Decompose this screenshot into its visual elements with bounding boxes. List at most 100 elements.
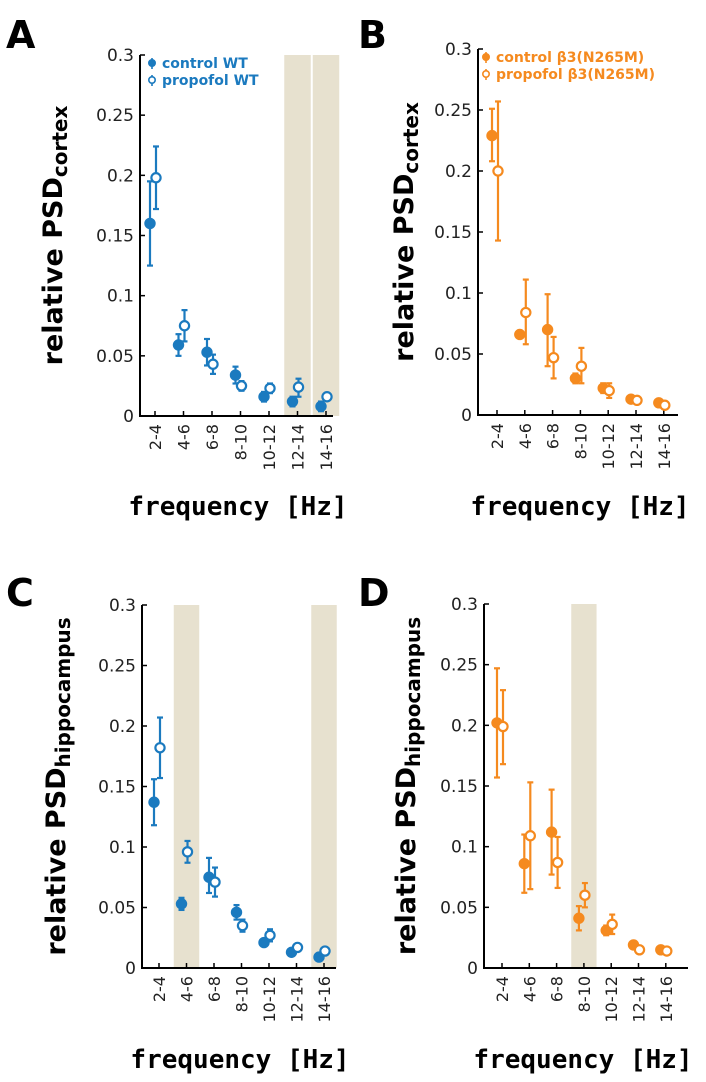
- open-data-point: [575, 360, 588, 372]
- x-tick-label: 4-6: [520, 976, 539, 1002]
- y-tick-label: 0.05: [440, 898, 478, 918]
- legend-marker: [148, 76, 157, 85]
- y-axis-label: relative PSDcortex: [389, 102, 423, 362]
- x-tick-label: 8-10: [575, 976, 594, 1012]
- x-tick-label: 4-6: [178, 976, 197, 1002]
- y-tick-label: 0.15: [98, 778, 136, 798]
- filled-data-point: [201, 346, 213, 358]
- open-data-point: [150, 172, 162, 184]
- legend-entry: control β3(N265M): [496, 50, 644, 66]
- filled-data-point: [258, 391, 270, 403]
- x-tick-label: 6-8: [544, 423, 563, 449]
- panel-letter: B: [358, 13, 387, 57]
- open-data-point: [492, 165, 504, 177]
- y-tick-label: 0.1: [107, 287, 134, 307]
- legend-entry: propofol WT: [162, 73, 259, 89]
- open-data-point: [321, 391, 333, 403]
- filled-data-point: [514, 328, 526, 341]
- filled-data-point: [229, 369, 242, 381]
- filled-data-point: [148, 796, 160, 808]
- x-tick-label: 12-14: [627, 423, 646, 470]
- y-tick-label: 0.2: [451, 716, 478, 736]
- y-tick-label: 0.25: [98, 657, 136, 677]
- open-data-point: [264, 929, 276, 942]
- shaded-band-14-16: [311, 605, 337, 968]
- y-tick-label: 0.1: [109, 838, 136, 858]
- x-tick-label: 2-4: [150, 976, 169, 1002]
- open-data-point: [603, 384, 615, 397]
- open-data-point: [661, 945, 673, 957]
- x-tick-label: 12-14: [288, 976, 307, 1023]
- open-data-point: [292, 381, 305, 393]
- open-data-point: [291, 941, 304, 954]
- open-data-point: [497, 720, 509, 733]
- filled-data-point: [286, 395, 299, 408]
- x-tick-label: 10-12: [260, 424, 279, 471]
- filled-data-point: [541, 323, 554, 336]
- y-tick-label: 0.2: [107, 166, 134, 186]
- open-data-point: [633, 944, 646, 956]
- legend-entry: control WT: [162, 56, 248, 72]
- filled-data-point: [545, 826, 558, 838]
- y-axis-label-main: relative PSD: [391, 767, 422, 955]
- shaded-band-4-6: [173, 605, 200, 968]
- open-data-point: [178, 320, 191, 332]
- x-tick-label: 14-16: [657, 976, 676, 1023]
- y-tick-label: 0: [123, 407, 134, 427]
- open-data-point: [209, 876, 221, 888]
- open-data-point: [547, 351, 560, 364]
- panel-letter: D: [358, 571, 390, 615]
- y-axis-label-sub: hippocampus: [401, 617, 425, 767]
- open-data-point: [154, 742, 166, 754]
- y-tick-label: 0.3: [109, 596, 136, 616]
- y-tick-label: 0: [461, 406, 472, 426]
- filled-data-point: [258, 936, 270, 949]
- filled-data-point: [315, 400, 327, 413]
- x-tick-label: 2-4: [488, 423, 507, 449]
- y-tick-label: 0.15: [434, 223, 472, 243]
- shaded-band-8-10: [571, 604, 597, 968]
- y-tick-label: 0.1: [445, 284, 472, 304]
- filled-data-point: [569, 372, 582, 385]
- y-axis-label: relative PSDhippocampus: [41, 617, 75, 955]
- y-tick-label: 0.2: [445, 162, 472, 182]
- y-tick-label: 0.3: [451, 595, 478, 615]
- y-tick-label: 0.25: [440, 656, 478, 676]
- shaded-band-12-14: [284, 55, 311, 416]
- x-tick-label: 4-6: [516, 423, 535, 449]
- open-data-point: [551, 856, 564, 869]
- x-tick-label: 12-14: [630, 976, 649, 1023]
- x-tick-label: 10-12: [260, 976, 279, 1023]
- y-tick-label: 0.3: [445, 40, 472, 60]
- legend-marker: [481, 70, 490, 79]
- legend-marker: [148, 58, 157, 67]
- legend-entry: propofol β3(N265M): [496, 67, 655, 83]
- open-data-point: [520, 306, 532, 319]
- filled-data-point: [518, 857, 531, 870]
- filled-data-point: [144, 217, 156, 230]
- legend-marker: [481, 52, 490, 61]
- shaded-band-14-16: [312, 55, 340, 416]
- open-data-point: [319, 945, 331, 957]
- y-tick-label: 0.05: [96, 347, 134, 367]
- filled-data-point: [172, 339, 185, 351]
- y-axis-label-sub: cortex: [399, 102, 423, 174]
- y-tick-label: 0.1: [451, 838, 478, 858]
- open-data-point: [524, 830, 537, 842]
- open-data-point: [181, 846, 194, 858]
- x-tick-label: 2-4: [493, 976, 512, 1002]
- filled-data-point: [175, 898, 188, 910]
- x-tick-label: 8-10: [571, 423, 590, 459]
- y-axis-label-sub: cortex: [48, 106, 72, 178]
- open-data-point: [659, 399, 671, 411]
- x-tick-label: 8-10: [233, 976, 252, 1012]
- x-tick-label: 14-16: [317, 424, 336, 471]
- y-tick-label: 0.15: [440, 777, 478, 797]
- open-data-point: [207, 358, 219, 370]
- x-tick-label: 4-6: [175, 424, 194, 450]
- y-axis-label-main: relative PSD: [389, 174, 420, 362]
- open-data-point: [606, 918, 618, 931]
- y-axis-label-main: relative PSD: [41, 767, 72, 955]
- x-tick-label: 10-12: [602, 976, 621, 1023]
